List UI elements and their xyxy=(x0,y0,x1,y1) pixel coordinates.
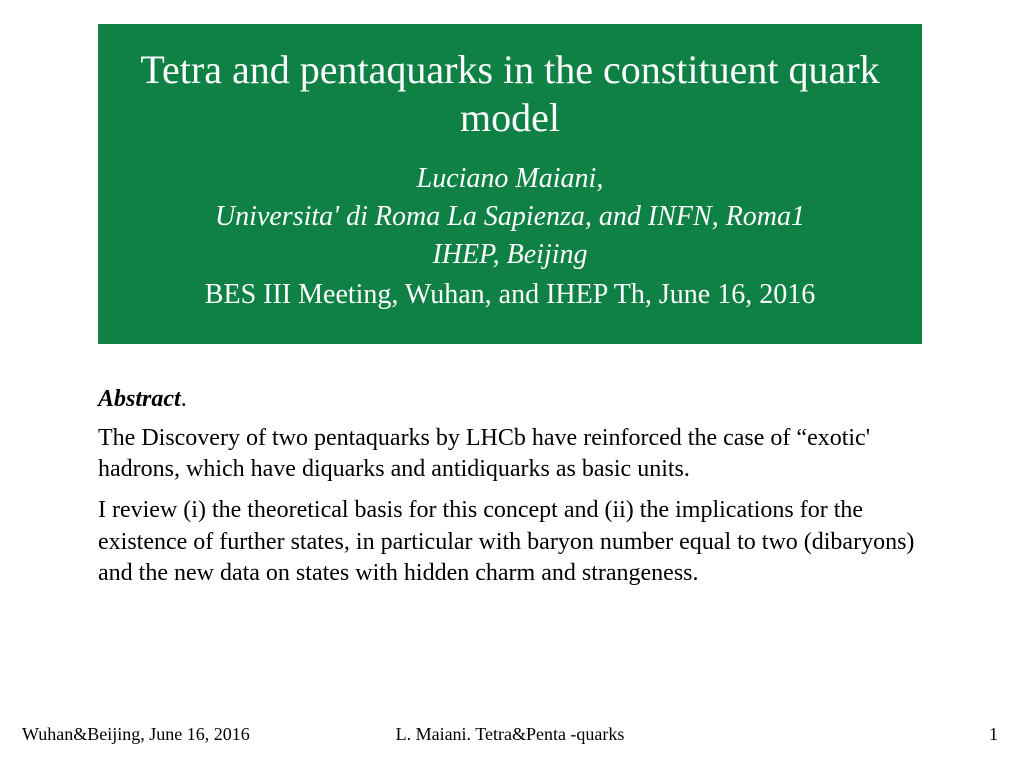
abstract-block: Abstract. The Discovery of two pentaquar… xyxy=(98,386,922,589)
footer-page-number: 1 xyxy=(989,724,998,745)
meeting-info: BES III Meeting, Wuhan, and IHEP Th, Jun… xyxy=(128,275,892,314)
abstract-paragraph-1: The Discovery of two pentaquarks by LHCb… xyxy=(98,423,922,485)
slide-title: Tetra and pentaquarks in the constituent… xyxy=(128,46,892,142)
footer-center: L. Maiani. Tetra&Penta -quarks xyxy=(0,724,1020,745)
affiliation-1: Universita' di Roma La Sapienza, and INF… xyxy=(128,198,892,236)
abstract-period: . xyxy=(181,386,187,412)
abstract-paragraph-2: I review (i) the theoretical basis for t… xyxy=(98,495,922,589)
abstract-heading-line: Abstract. xyxy=(98,386,922,413)
affiliation-2: IHEP, Beijing xyxy=(128,236,892,274)
abstract-label: Abstract xyxy=(98,386,181,412)
title-block: Tetra and pentaquarks in the constituent… xyxy=(98,24,922,344)
author-name: Luciano Maiani, xyxy=(128,160,892,198)
